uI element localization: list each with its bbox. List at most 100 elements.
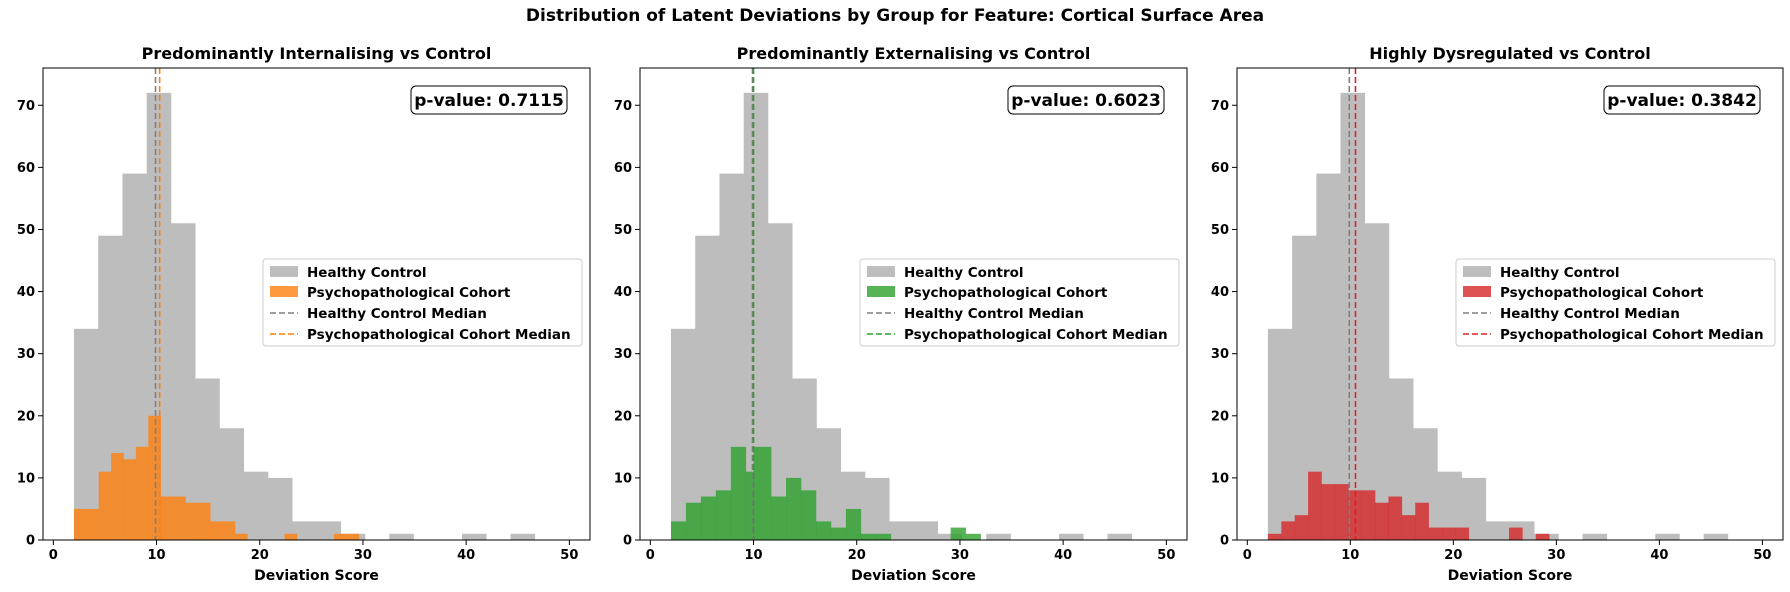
control-bar [1703,533,1729,540]
cohort-bar [860,533,877,540]
cohort-bar [745,471,754,540]
y-tick-label: 40 [614,285,632,300]
control-bar [937,533,963,540]
histogram-panel-externalising: Predominantly Externalising vs Control 0 1… [614,44,1188,584]
axes-frame [42,67,591,541]
control-bar [1350,92,1366,540]
legend-swatch-cohort [867,286,895,297]
cohort-bar [1535,533,1550,540]
x-tick-label: 40 [457,548,475,563]
x-tick-label: 10 [147,548,165,563]
cohort-bar [965,533,981,540]
control-bar [864,477,890,540]
cohort-bar [98,471,112,540]
legend-swatch-control [1463,266,1491,277]
legend-label: Psychopathological Cohort [1500,285,1704,301]
cohort-bar [185,502,199,540]
panel-title: Highly Dysregulated vs Control [1369,44,1651,63]
cohort-bar [730,446,747,540]
x-tick-label: 0 [1243,548,1252,563]
cohort-bar [346,533,360,540]
cohort-bar [1415,502,1429,540]
legend: Healthy Control Psychopathological Cohort… [859,258,1180,347]
p-value-annotation: p-value: 0.3842 [1603,85,1761,115]
control-bar [267,477,293,540]
p-value-box [410,85,568,115]
control-bar [73,328,99,540]
y-tick-label: 60 [1211,161,1229,176]
figure-title: Distribution of Latent Deviations by Gro… [525,6,1265,26]
y-tick-label: 50 [17,223,35,238]
p-value-annotation: p-value: 0.7115 [410,85,568,115]
x-tick-label: 0 [646,548,655,563]
x-tick-label: 0 [49,548,58,563]
cohort-bar [950,527,966,540]
cohort-bar [234,533,248,540]
x-tick-label: 50 [1753,548,1771,563]
cohort-bar [1401,515,1416,540]
cohort-bar [1334,484,1349,540]
control-bar [743,92,754,540]
legend-swatch-cohort [1463,286,1491,297]
cohort-bar [815,521,832,540]
cohort-bar [830,527,847,540]
cohort-bar [1442,527,1456,540]
cohort-bar [86,508,100,540]
legend-label: Healthy Control Median [904,306,1084,322]
p-value-annotation: p-value: 0.6023 [1007,85,1165,115]
y-tick-label: 60 [614,161,632,176]
x-axis-label: Deviation Score [851,568,976,584]
y-tick-label: 40 [17,285,35,300]
control-bar [1107,533,1133,540]
y-tick-label: 50 [614,223,632,238]
cohort-bar [135,446,149,540]
legend-label: Psychopathological Cohort Median [904,327,1168,343]
x-axis-label: Deviation Score [1448,568,1573,584]
cohort-bar [160,496,174,540]
legend-label: Healthy Control Median [307,306,487,322]
x-tick-label: 10 [744,548,762,563]
cohort-histogram [670,446,981,540]
cohort-bar [197,502,211,540]
legend-box [1455,258,1776,347]
control-bar [889,521,914,540]
control-bar [695,235,720,540]
y-tick-label: 70 [17,99,35,114]
legend-label: Psychopathological Cohort Median [1500,327,1764,343]
control-bar [146,92,157,540]
x-axis-label: Deviation Score [254,568,379,584]
cohort-bar [1281,521,1295,540]
cohort-bar [1375,502,1389,540]
cohort-bar [1361,490,1376,540]
cohort-histogram [73,415,360,540]
y-tick-label: 30 [1211,347,1229,362]
y-tick-label: 20 [1211,409,1229,424]
cohort-bar [148,415,161,540]
p-value-text: p-value: 0.6023 [1011,91,1161,111]
legend-label: Healthy Control Median [1500,306,1680,322]
control-bar [1340,92,1351,540]
y-tick-label: 50 [1211,223,1229,238]
x-tick-label: 50 [1157,548,1175,563]
legend-label: Healthy Control [1500,265,1620,281]
legend-label: Healthy Control [307,265,427,281]
control-bar [462,533,487,540]
axes-frame [1236,67,1784,541]
control-bar [753,92,769,540]
cohort-bar [1267,533,1282,540]
cohort-bar [222,521,236,540]
y-tick-label: 0 [26,534,35,549]
control-bar [986,533,1011,540]
y-tick-label: 10 [17,471,35,486]
control-bar [389,533,414,540]
control-bar [243,471,269,540]
x-tick-label: 40 [1650,548,1668,563]
control-bar [292,521,317,540]
control-bar [1364,223,1390,540]
y-tick-label: 70 [614,99,632,114]
p-value-text: p-value: 0.3842 [1607,91,1757,111]
legend-label: Psychopathological Cohort [307,285,511,301]
cohort-bar [173,496,186,540]
cohort-bar [875,533,892,540]
cohort-bar [670,521,687,540]
